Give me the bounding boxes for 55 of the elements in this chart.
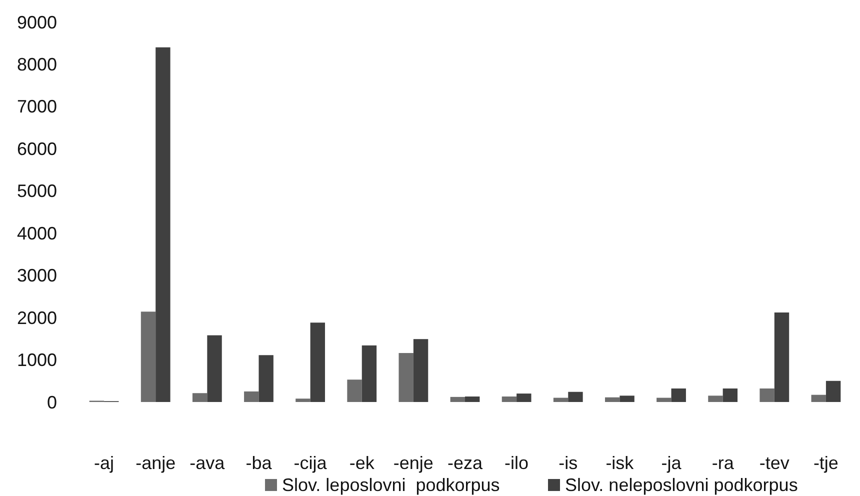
x-tick-label: -tje: [813, 453, 838, 473]
x-tick-label: -enje: [393, 453, 434, 473]
y-tick-label: 3000: [16, 266, 57, 286]
x-tick-label: -tev: [759, 453, 790, 473]
bar: [760, 388, 774, 402]
legend-label: Slov. leposlovni podkorpus: [282, 475, 500, 495]
bar: [774, 312, 790, 402]
x-tick-label: -ek: [349, 453, 376, 473]
y-tick-label: 1000: [16, 350, 57, 370]
y-tick-label: 6000: [16, 138, 57, 159]
bar: [207, 335, 222, 402]
bar: [244, 391, 259, 402]
x-tick-label: -aj: [94, 453, 114, 473]
bar: [620, 396, 634, 402]
x-tick-label: -cija: [294, 453, 328, 473]
y-tick-label: 0: [46, 392, 57, 412]
bar: [811, 394, 826, 402]
bar: [671, 388, 686, 402]
y-tick-label: 2000: [16, 308, 57, 328]
bar: [568, 392, 583, 402]
y-tick-label: 7000: [16, 96, 57, 117]
x-tick-label: -isk: [606, 453, 635, 473]
legend-label: Slov. neleposlovni podkorpus: [565, 475, 798, 495]
bar: [656, 398, 672, 402]
x-tick-label: -ja: [661, 453, 682, 473]
y-tick-label: 4000: [16, 223, 57, 244]
bar: [398, 353, 414, 402]
bar: [258, 355, 274, 402]
x-tick-label: -ba: [246, 453, 273, 473]
bar: [722, 388, 738, 402]
bar: [362, 345, 377, 402]
x-tick-label: -ava: [190, 453, 226, 473]
bar: [310, 322, 325, 402]
y-tick-label: 9000: [16, 12, 57, 32]
bar: [413, 339, 428, 402]
bar: [156, 47, 170, 402]
bar: [347, 380, 362, 402]
y-tick-label: 8000: [16, 54, 57, 75]
bar: [465, 396, 480, 402]
bar: [605, 397, 620, 402]
bar: [296, 398, 310, 402]
bar: [192, 393, 208, 402]
bar: [826, 380, 841, 402]
x-tick-label: -anje: [136, 453, 176, 473]
x-tick-label: -eza: [447, 453, 484, 473]
bar: [516, 394, 532, 402]
x-tick-label: -is: [558, 453, 578, 473]
x-tick-label: -ilo: [504, 453, 529, 473]
bar: [502, 396, 517, 402]
bar: [708, 396, 723, 402]
y-tick-label: 5000: [16, 181, 57, 202]
bar: [450, 396, 465, 402]
bar: [553, 398, 568, 402]
bar: [140, 312, 156, 402]
x-tick-label: -ra: [712, 453, 735, 473]
